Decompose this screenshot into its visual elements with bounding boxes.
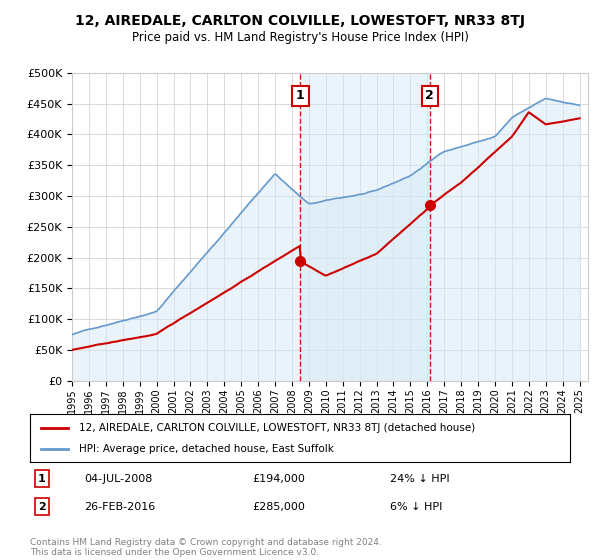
Text: 24% ↓ HPI: 24% ↓ HPI (390, 474, 449, 484)
Text: 04-JUL-2008: 04-JUL-2008 (84, 474, 152, 484)
Text: Price paid vs. HM Land Registry's House Price Index (HPI): Price paid vs. HM Land Registry's House … (131, 31, 469, 44)
Text: 12, AIREDALE, CARLTON COLVILLE, LOWESTOFT, NR33 8TJ: 12, AIREDALE, CARLTON COLVILLE, LOWESTOF… (75, 14, 525, 28)
Bar (301, 73, 430, 381)
Text: £194,000: £194,000 (252, 474, 305, 484)
Text: 2: 2 (425, 90, 434, 102)
Text: 6% ↓ HPI: 6% ↓ HPI (390, 502, 442, 512)
Text: £285,000: £285,000 (252, 502, 305, 512)
Text: HPI: Average price, detached house, East Suffolk: HPI: Average price, detached house, East… (79, 444, 334, 454)
Text: 1: 1 (38, 474, 46, 484)
Text: 2: 2 (38, 502, 46, 512)
Text: 26-FEB-2016: 26-FEB-2016 (84, 502, 155, 512)
Text: 1: 1 (296, 90, 305, 102)
Text: 12, AIREDALE, CARLTON COLVILLE, LOWESTOFT, NR33 8TJ (detached house): 12, AIREDALE, CARLTON COLVILLE, LOWESTOF… (79, 423, 475, 433)
Text: Contains HM Land Registry data © Crown copyright and database right 2024.
This d: Contains HM Land Registry data © Crown c… (30, 538, 382, 557)
